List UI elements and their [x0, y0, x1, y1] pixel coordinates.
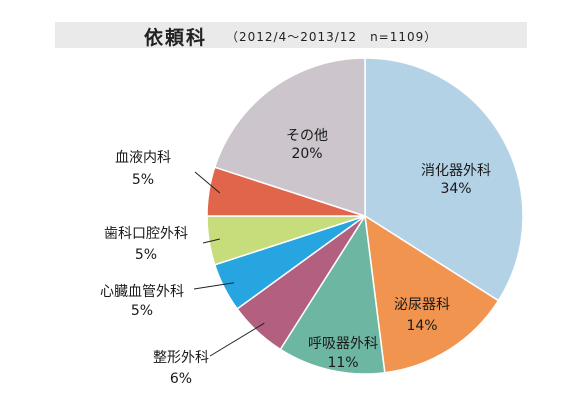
slice-label: 呼吸器外科: [308, 336, 378, 352]
slice-label: 心臓血管外科: [100, 284, 184, 300]
leader-line: [194, 171, 221, 194]
chart-title-bar: [55, 22, 527, 48]
slice-value-label: 34%: [440, 181, 471, 197]
slice-value-label: 20%: [291, 146, 322, 162]
slice-value-label: 5%: [135, 247, 157, 263]
chart-title: 依頼科: [144, 27, 208, 49]
slice-value-label: 5%: [132, 172, 154, 188]
pie-slice: [364, 214, 500, 374]
slice-label: その他: [286, 128, 328, 144]
slice-value-label: 6%: [170, 371, 192, 387]
leader-line: [209, 322, 265, 357]
slice-label: 血液内科: [115, 150, 171, 166]
slice-value-label: 14%: [406, 318, 437, 334]
leader-line: [202, 238, 220, 244]
pie-slice: [364, 57, 524, 302]
slice-value-label: 11%: [327, 355, 358, 371]
slice-label: 消化器外科: [421, 163, 491, 179]
slice-label: 整形外科: [153, 350, 209, 366]
leader-line: [193, 282, 235, 290]
chart-subtitle: （2012/4～2013/12 n=1109）: [226, 30, 438, 44]
slice-label: 泌尿器科: [394, 297, 450, 313]
pie-slice: [279, 213, 386, 375]
slice-label: 歯科口腔外科: [104, 226, 188, 242]
slice-value-label: 5%: [131, 303, 153, 319]
pie-slice: [213, 57, 366, 218]
